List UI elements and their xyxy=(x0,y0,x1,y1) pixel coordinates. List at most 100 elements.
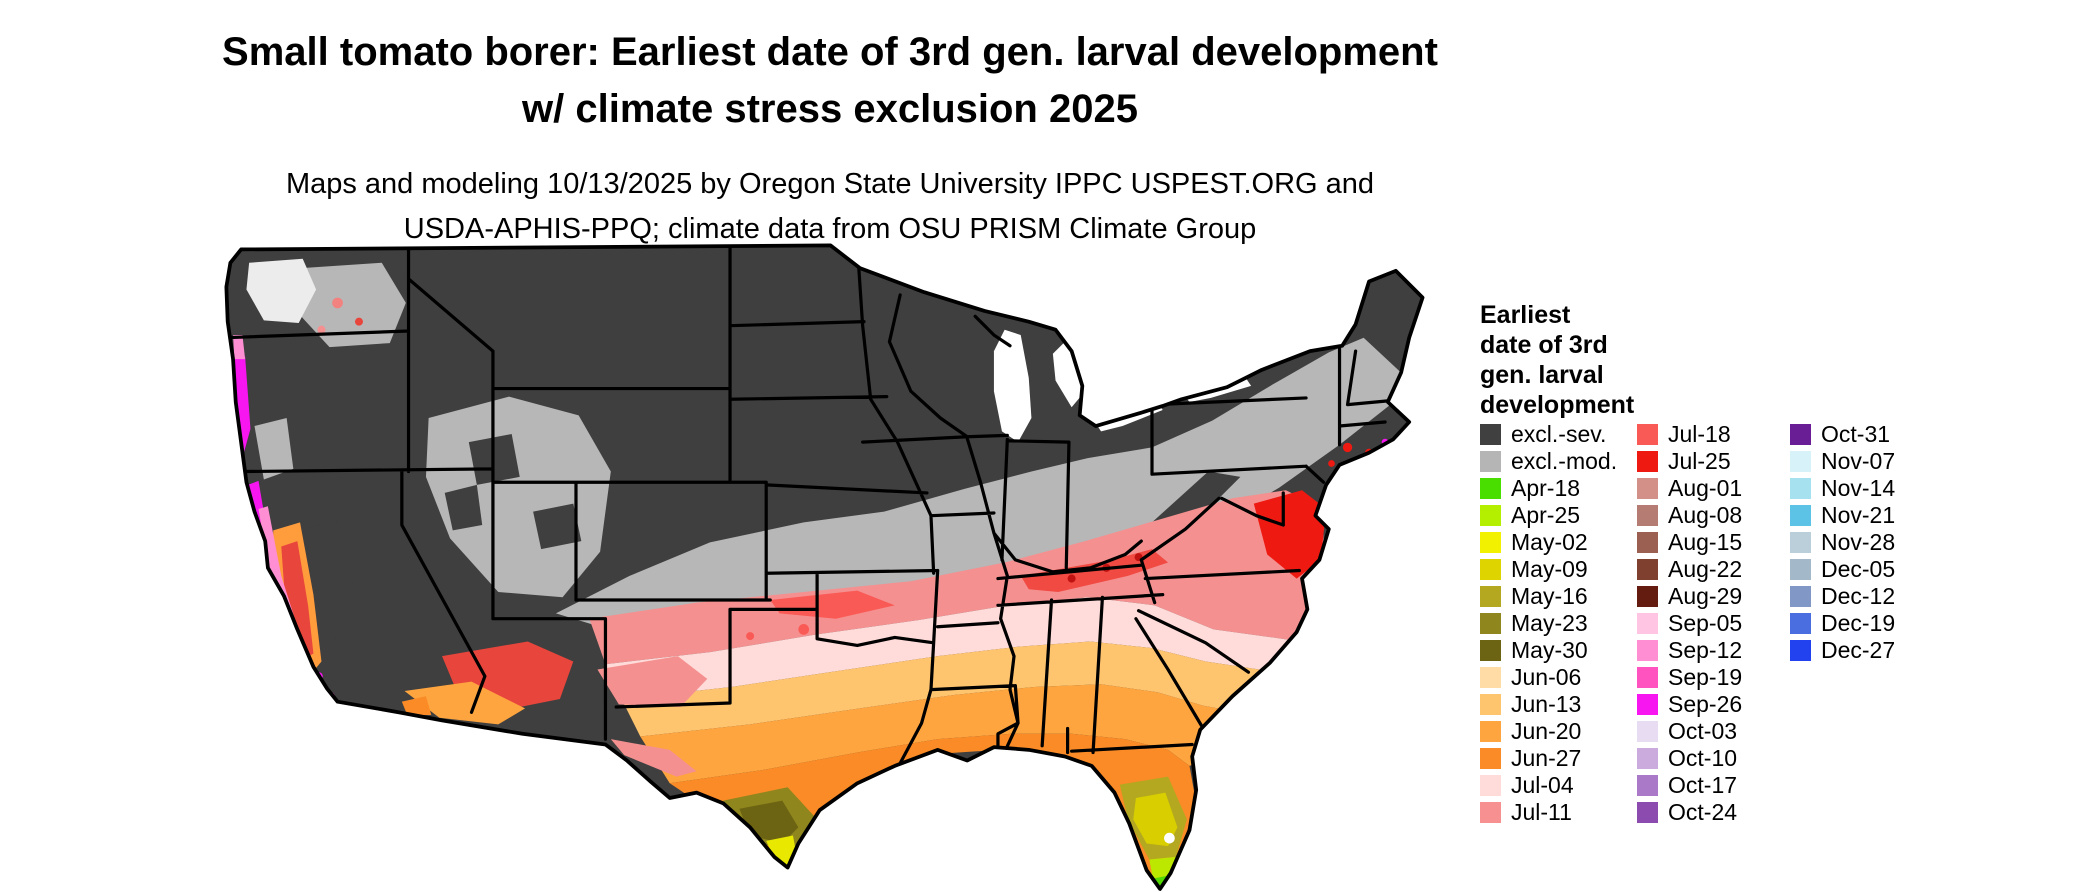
legend-swatch xyxy=(1637,424,1658,445)
legend-item: Sep-05 xyxy=(1637,610,1742,637)
legend-item: Sep-19 xyxy=(1637,664,1742,691)
legend-column-2: Jul-18 Jul-25 Aug-01 Aug-08 Aug-15 Aug-22 Aug-… xyxy=(1637,421,1742,826)
legend-label: Jul-11 xyxy=(1511,799,1572,825)
legend-label: Oct-17 xyxy=(1668,772,1738,798)
legend-swatch xyxy=(1637,613,1658,634)
legend-label: Sep-12 xyxy=(1668,637,1743,663)
legend-swatch xyxy=(1790,451,1811,472)
legend-item: Aug-15 xyxy=(1637,529,1742,556)
legend-label: Sep-19 xyxy=(1668,664,1743,690)
legend-label: Dec-05 xyxy=(1821,556,1896,582)
legend-label: Apr-18 xyxy=(1511,475,1581,501)
legend-item: Jul-11 xyxy=(1480,799,1617,826)
legend-label: Dec-27 xyxy=(1821,637,1896,663)
map-national-outline xyxy=(224,243,1425,891)
legend-swatch xyxy=(1790,586,1811,607)
legend-label: Jun-20 xyxy=(1511,718,1582,744)
legend-label: May-23 xyxy=(1511,610,1588,636)
legend-label: Aug-29 xyxy=(1668,583,1743,609)
legend-item: Nov-14 xyxy=(1790,475,1895,502)
subtitle-line-1: Maps and modeling 10/13/2025 by Oregon S… xyxy=(285,168,1375,200)
legend-label: excl.-sev. xyxy=(1511,421,1607,447)
legend-label: May-09 xyxy=(1511,556,1588,582)
legend-swatch xyxy=(1480,451,1501,472)
legend-swatch xyxy=(1637,802,1658,823)
legend-item: Apr-25 xyxy=(1480,502,1617,529)
legend-swatch xyxy=(1637,775,1658,796)
map-florida-early xyxy=(1119,776,1187,889)
title-line-1: Small tomato borer: Earliest date of 3rd… xyxy=(222,30,1438,74)
legend-swatch xyxy=(1480,775,1501,796)
legend-swatch xyxy=(1790,505,1811,526)
legend-swatch xyxy=(1480,640,1501,661)
legend-item: May-23 xyxy=(1480,610,1617,637)
legend-swatch xyxy=(1480,559,1501,580)
legend-label: Jun-27 xyxy=(1511,745,1582,771)
legend-item: Aug-22 xyxy=(1637,556,1742,583)
legend-item: Dec-12 xyxy=(1790,583,1895,610)
legend-label: Sep-26 xyxy=(1668,691,1743,717)
legend-label: Oct-10 xyxy=(1668,745,1738,771)
legend-label: Jul-25 xyxy=(1668,448,1731,474)
legend-swatch xyxy=(1480,667,1501,688)
legend-swatch xyxy=(1790,532,1811,553)
legend-label: Oct-24 xyxy=(1668,799,1738,825)
legend-swatch xyxy=(1637,721,1658,742)
legend-swatch xyxy=(1637,532,1658,553)
us-map-svg xyxy=(224,243,1425,891)
legend-item: Jun-13 xyxy=(1480,691,1617,718)
legend-label: May-02 xyxy=(1511,529,1588,555)
legend-item: May-16 xyxy=(1480,583,1617,610)
map-band-jun27 xyxy=(669,733,1197,889)
legend-item: Dec-27 xyxy=(1790,637,1895,664)
legend-item: Oct-24 xyxy=(1637,799,1742,826)
legend-swatch xyxy=(1480,613,1501,634)
legend-item: Oct-17 xyxy=(1637,772,1742,799)
legend-item: Jul-04 xyxy=(1480,772,1617,799)
legend-title: Earliest date of 3rd gen. larval develop… xyxy=(1480,300,1634,420)
legend-label: Aug-01 xyxy=(1668,475,1743,501)
legend-swatch xyxy=(1480,721,1501,742)
legend-swatch xyxy=(1637,667,1658,688)
legend-swatch xyxy=(1637,586,1658,607)
legend-label: Jul-04 xyxy=(1511,772,1574,798)
legend-item: excl.-mod. xyxy=(1480,448,1617,475)
legend-swatch xyxy=(1480,748,1501,769)
legend-label: Oct-31 xyxy=(1821,421,1891,447)
legend-swatch xyxy=(1790,559,1811,580)
legend-item: Aug-01 xyxy=(1637,475,1742,502)
legend-item: Aug-08 xyxy=(1637,502,1742,529)
legend-swatch xyxy=(1480,802,1501,823)
legend-item: Nov-21 xyxy=(1790,502,1895,529)
legend-label: May-16 xyxy=(1511,583,1588,609)
legend-swatch xyxy=(1637,478,1658,499)
legend-swatch xyxy=(1790,613,1811,634)
legend-item: Jul-18 xyxy=(1637,421,1742,448)
legend-title-line-2: date of 3rd xyxy=(1480,331,1608,359)
legend-swatch xyxy=(1790,640,1811,661)
legend-swatch xyxy=(1637,694,1658,715)
legend-item: Jun-27 xyxy=(1480,745,1617,772)
legend-swatch xyxy=(1790,478,1811,499)
us-map xyxy=(221,228,1440,892)
legend-item: Nov-28 xyxy=(1790,529,1895,556)
legend-label: Jul-18 xyxy=(1668,421,1731,447)
legend-label: excl.-mod. xyxy=(1511,448,1618,474)
legend-swatch xyxy=(1480,586,1501,607)
legend-label: Oct-03 xyxy=(1668,718,1738,744)
page-subtitle: Maps and modeling 10/13/2025 by Oregon S… xyxy=(0,162,1660,252)
map-state-borders xyxy=(226,245,1393,765)
legend-swatch xyxy=(1637,505,1658,526)
map-puget-light-region xyxy=(246,258,317,323)
legend-item: Sep-26 xyxy=(1637,691,1742,718)
legend-title-line-3: gen. larval xyxy=(1480,361,1604,389)
legend-item: Nov-07 xyxy=(1790,448,1895,475)
legend-title-line-4: development xyxy=(1480,391,1635,419)
legend-item: May-09 xyxy=(1480,556,1617,583)
title-line-2: w/ climate stress exclusion 2025 xyxy=(522,87,1138,131)
legend-item: Aug-29 xyxy=(1637,583,1742,610)
map-band-jul04 xyxy=(605,597,1311,699)
map-band-jul11 xyxy=(589,490,1324,665)
map-band-jun20 xyxy=(640,684,1266,784)
